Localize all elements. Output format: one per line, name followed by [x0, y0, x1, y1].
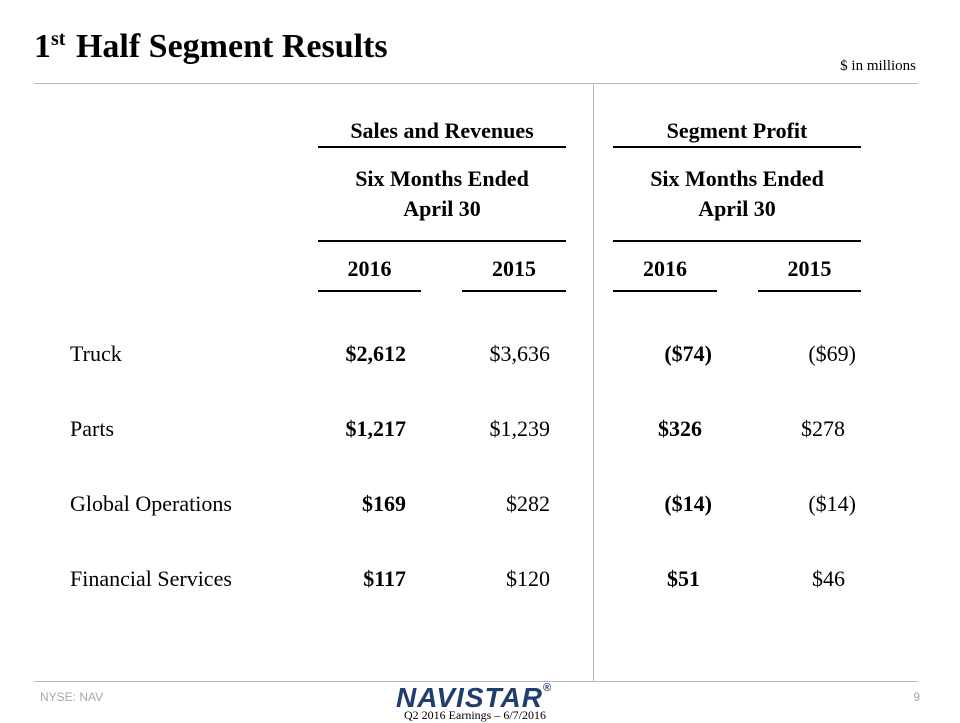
year-header-profit-2016: 2016 — [643, 256, 687, 281]
row-label-global-operations: Global Operations — [70, 491, 232, 516]
financial-services-sales-2015: $120 — [506, 566, 550, 591]
title-text: Half Segment Results — [75, 28, 388, 65]
financial-services-profit-2015: $46 — [812, 566, 845, 591]
bottom-rule — [34, 681, 918, 682]
year-header-sales-2015: 2015 — [492, 256, 536, 281]
navistar-logo: NAVISTAR® — [396, 682, 552, 714]
row-label-financial-services: Financial Services — [70, 566, 232, 591]
truck-profit-2016: ($74) — [664, 341, 712, 366]
footer-caption: Q2 2016 Earnings – 6/7/2016 — [404, 708, 546, 722]
column-divider — [593, 83, 594, 681]
year-underline-sales-2016 — [318, 290, 421, 292]
sales-period-line2: April 30 — [403, 196, 481, 221]
title-ordinal-suffix: st — [51, 27, 66, 50]
global-operations-profit-2015: ($14) — [808, 491, 856, 516]
units-note: $ in millions — [840, 58, 916, 74]
page-title: 1st Half Segment Results — [34, 28, 388, 66]
truck-sales-2015: $3,636 — [489, 341, 551, 366]
profit-period-underline — [613, 240, 861, 242]
ticker-label: NYSE: NAV — [40, 690, 104, 704]
sales-period-line1: Six Months Ended — [355, 166, 529, 191]
sales-period-underline — [318, 240, 566, 242]
title-number: 1 — [34, 28, 51, 65]
truck-profit-2015: ($69) — [808, 341, 856, 366]
year-underline-profit-2015 — [758, 290, 861, 292]
year-header-sales-2016: 2016 — [347, 256, 392, 281]
global-operations-sales-2015: $282 — [506, 491, 550, 516]
sales-period: Six Months Ended April 30 — [318, 164, 566, 224]
global-operations-sales-2016: $169 — [362, 491, 406, 516]
parts-sales-2015: $1,239 — [489, 416, 551, 441]
logo-wordmark: NAVISTAR — [396, 682, 543, 713]
row-label-parts: Parts — [70, 416, 114, 441]
profit-header: Segment Profit — [666, 118, 808, 143]
global-operations-profit-2016: ($14) — [664, 491, 712, 516]
parts-profit-2016: $326 — [658, 416, 702, 441]
page-number: 9 — [913, 690, 920, 704]
profit-period: Six Months Ended April 30 — [613, 164, 861, 224]
sales-header: Sales and Revenues — [350, 118, 534, 143]
financial-services-profit-2016: $51 — [667, 566, 700, 591]
truck-sales-2016: $2,612 — [345, 341, 407, 366]
top-rule — [34, 83, 918, 84]
year-underline-sales-2015 — [462, 290, 566, 292]
registered-mark: ® — [542, 682, 553, 694]
year-underline-profit-2016 — [613, 290, 717, 292]
profit-period-line1: Six Months Ended — [650, 166, 824, 191]
sales-header-underline — [318, 146, 566, 148]
year-header-profit-2015: 2015 — [787, 256, 832, 281]
profit-period-line2: April 30 — [698, 196, 776, 221]
financial-services-sales-2016: $117 — [363, 566, 406, 591]
parts-sales-2016: $1,217 — [345, 416, 407, 441]
parts-profit-2015: $278 — [801, 416, 845, 441]
row-label-truck: Truck — [70, 341, 122, 366]
profit-header-underline — [613, 146, 861, 148]
